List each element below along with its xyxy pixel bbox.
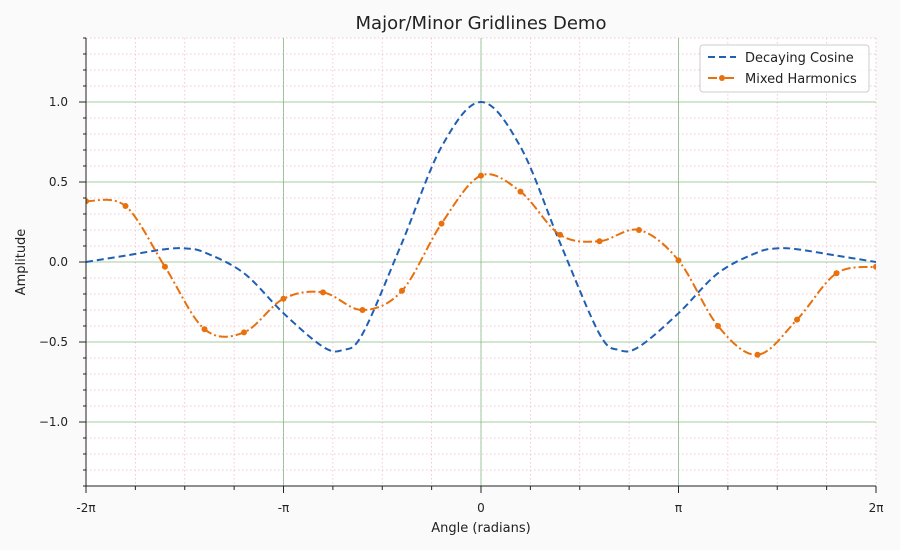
y-tick-label: 0.5	[49, 175, 68, 189]
plot-area: -2π -π 0 π 2π −1.0 −0.5 0.0 0.5 1.0	[39, 37, 884, 515]
series-line-0	[86, 100, 876, 353]
y-tick-label: −0.5	[39, 335, 68, 349]
data-point	[359, 307, 366, 313]
data-point	[438, 220, 445, 227]
data-point	[86, 198, 89, 205]
series-1	[86, 172, 876, 358]
data-point	[398, 287, 405, 294]
y-tick-label: 0.0	[49, 255, 68, 269]
data-point	[635, 227, 642, 233]
data-point	[240, 329, 247, 336]
data-point	[161, 263, 168, 270]
legend: Decaying Cosine Mixed Harmonics	[699, 44, 870, 93]
data-point	[794, 316, 801, 323]
data-point	[675, 257, 682, 264]
data-point	[201, 326, 208, 333]
data-point	[517, 188, 524, 195]
x-tick-label: 2π	[869, 501, 884, 515]
legend-label-1: Mixed Harmonics	[745, 72, 857, 87]
data-point	[873, 263, 876, 270]
y-tick-label: 1.0	[49, 95, 68, 109]
data-point	[280, 295, 287, 302]
x-tick-label: 0	[477, 501, 485, 515]
x-tick-label: π	[675, 501, 682, 515]
data-point	[596, 238, 603, 245]
series-0	[86, 100, 876, 353]
data-point	[715, 323, 722, 329]
data-point	[557, 231, 564, 238]
x-tick-label: -π	[278, 501, 290, 515]
chart-title: Major/Minor Gridlines Demo	[356, 13, 607, 34]
y-tick-label: −1.0	[39, 415, 68, 429]
x-tick-label: -2π	[76, 501, 95, 515]
legend-box	[699, 44, 870, 93]
data-point	[320, 289, 327, 296]
data-point	[122, 203, 129, 209]
y-axis-label: Amplitude	[14, 229, 29, 296]
legend-marker-1	[719, 75, 725, 81]
data-point	[478, 172, 484, 179]
data-point	[754, 351, 761, 358]
x-axis-label: Angle (radians)	[431, 521, 530, 536]
legend-label-0: Decaying Cosine	[745, 51, 854, 66]
data-point	[833, 270, 840, 277]
